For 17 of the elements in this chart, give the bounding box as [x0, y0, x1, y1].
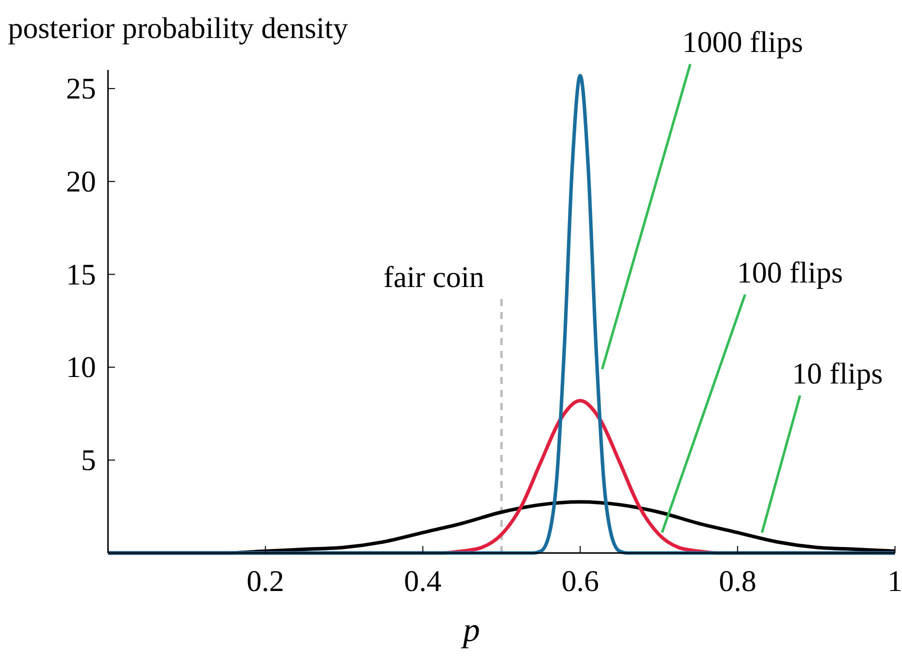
x-axis-title: p — [461, 612, 480, 649]
y-axis-title: posterior probability density — [8, 12, 348, 45]
y-tick-label: 15 — [66, 258, 96, 292]
line-series — [106, 74, 897, 555]
y-tick-label: 25 — [66, 72, 96, 106]
annotation: 1000 flips — [682, 26, 804, 60]
y-tick-label: 10 — [66, 351, 96, 384]
x-tick-label: 0.6 — [561, 565, 599, 598]
y-tick-label: 20 — [66, 165, 96, 198]
annotation: 100 flips — [737, 256, 843, 290]
x-tick-label: 0.8 — [718, 565, 756, 598]
x-tick-label: 0.4 — [404, 565, 442, 598]
x-tick-label: 0.2 — [246, 565, 284, 598]
ref-line-label: fair coin — [384, 261, 484, 294]
annotation: 10 flips — [792, 358, 883, 391]
y-tick-label: 5 — [81, 444, 96, 478]
x-tick-label: 1 — [888, 565, 902, 598]
